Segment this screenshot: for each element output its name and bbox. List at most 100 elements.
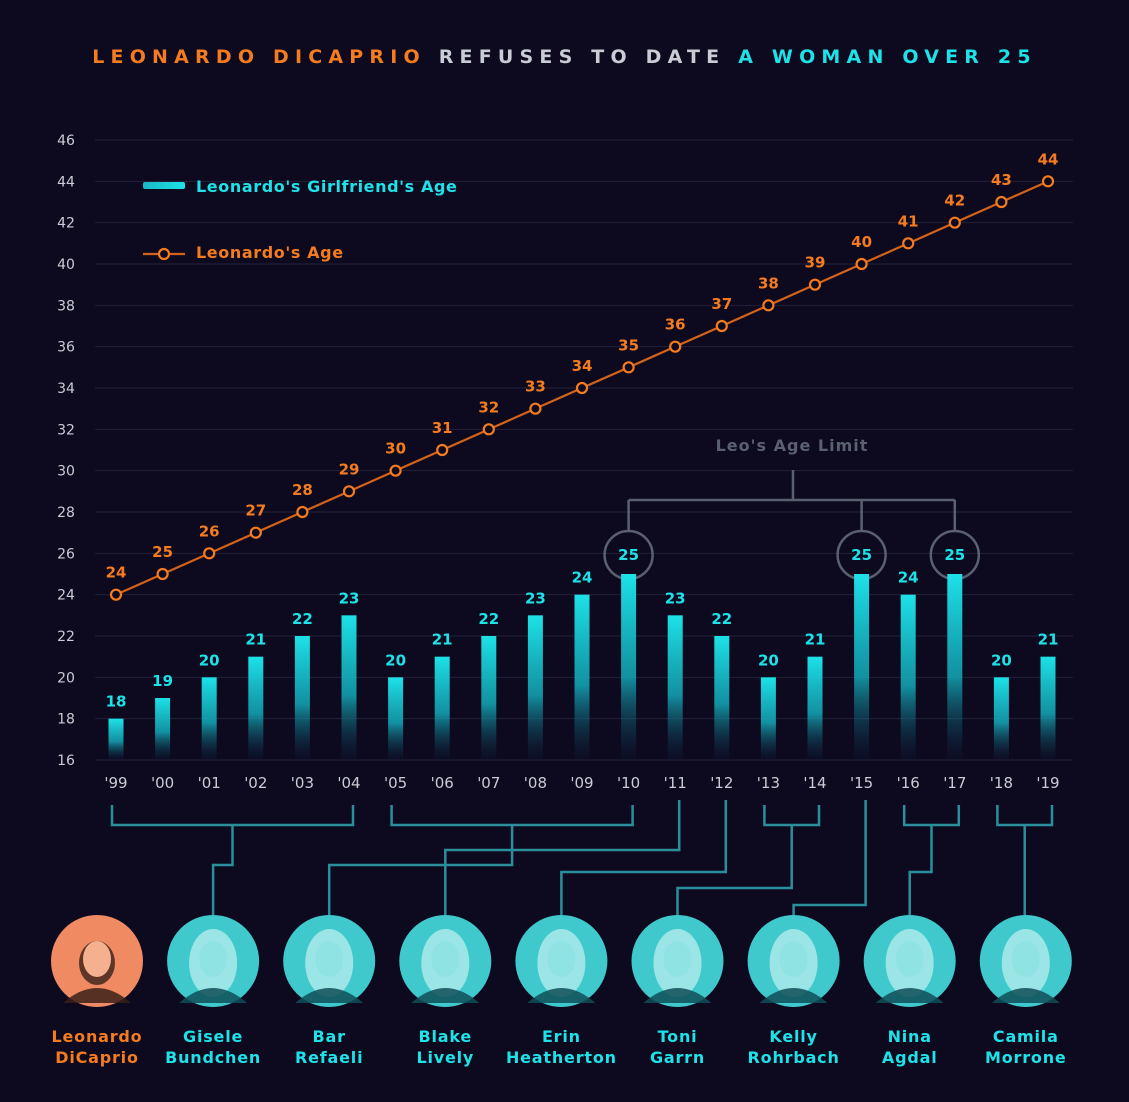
connector-bracket [902,805,961,827]
avatar-shoulders [875,988,944,1003]
line-data-label: 29 [339,460,360,478]
y-tick-label: 40 [57,257,75,273]
connector-bracket [110,805,355,827]
avatar-face [83,941,111,977]
bar-data-label: 24 [572,569,593,587]
person-first-name: Erin [542,1027,581,1046]
age-limit-label: Leo's Age Limit [716,436,869,455]
person-last-name: Bundchen [165,1048,261,1067]
line-point [436,443,449,457]
bar-data-label: 22 [292,610,313,628]
line-data-label: 36 [665,316,686,334]
connector-bracket [996,805,1054,827]
person-last-name: Morrone [985,1048,1067,1067]
person-last-name: Heatherton [506,1048,617,1067]
avatar-blake: Blake Lively [399,915,492,1067]
age-limit-annotation: Leo's Age Limit [603,436,981,581]
chart-legend: Leonardo's Girlfriend's Age Leonardo's Ag… [143,177,457,262]
x-tick-label: '03 [291,774,314,792]
line-point [342,485,356,498]
avatar-face [895,941,924,977]
x-tick-label: '05 [384,774,407,792]
leonardo-age-line: 24 25 26 27 28 29 30 31 32 33 34 35 36 37 38 39 40 41 42 43… [106,150,1059,601]
bar [434,656,450,760]
avatar-face [663,941,692,977]
legend-line-label: Leonardo's Age [196,243,344,262]
avatar-shoulders [759,988,828,1003]
x-axis-ticks: '99 '00 '01 '02 '03 '04 '05 '06 '07 '08 '09 '10 '11 '… [104,774,1059,792]
avatar-bar: Bar Refaeli [283,915,376,1067]
avatar-face [199,941,228,977]
x-tick-label: '10 [617,774,640,792]
x-tick-label: '02 [244,774,267,792]
person-last-name: Refaeli [295,1048,363,1067]
avatar-toni: Toni Garrn [631,915,724,1067]
bar-data-label: 25 [618,546,639,564]
avatar-shoulders [295,988,364,1003]
connector-drop [327,825,514,915]
title-part-middle: REFUSES TO DATE [438,46,726,68]
x-tick-label: '19 [1036,774,1059,792]
line-data-label: 28 [292,481,313,499]
line-point [762,299,775,312]
person-first-name: Camila [993,1027,1059,1046]
bar [248,656,264,760]
bar [155,698,171,760]
x-tick-label: '09 [570,774,593,792]
x-tick-label: '07 [477,774,500,792]
line-data-label: 37 [711,295,732,313]
bar [108,718,124,760]
bar [714,636,730,760]
avatar-shoulders [643,988,712,1003]
line-point [902,237,915,250]
person-last-name: Lively [416,1048,474,1067]
y-tick-label: 36 [57,340,75,356]
bar [388,677,404,760]
x-tick-label: '06 [431,774,454,792]
avatar-leonardo: Leonardo DiCaprio [51,915,143,1067]
line-point [156,567,169,581]
line-point [715,319,728,333]
line-point [109,588,123,601]
bar [621,574,637,760]
y-axis-ticks: 16 18 20 22 24 26 28 30 32 34 36 38 40 42 44 46 [57,133,75,769]
bar [574,594,590,760]
avatar-face [779,941,808,977]
y-tick-label: 24 [57,588,75,604]
y-tick-label: 42 [57,216,75,232]
x-tick-label: '15 [850,774,873,792]
line-data-label: 30 [385,440,406,458]
avatar-gisele: Gisele Bundchen [165,915,261,1067]
y-tick-label: 16 [57,753,75,769]
line-point [948,216,961,229]
bar [294,636,310,760]
timeline-connectors [110,800,1054,915]
people-row: Leonardo DiCaprio Gisele Bundchen Bar Refaeli… [51,915,1072,1067]
line-data-label: 25 [152,543,173,561]
bar-data-label: 20 [199,651,220,669]
person-last-name: Garrn [650,1048,705,1067]
bar [481,636,497,760]
line-data-label: 41 [898,212,919,230]
bar-data-label: 20 [758,651,779,669]
bar-data-label: 22 [478,610,499,628]
y-tick-label: 32 [57,422,75,438]
avatar-erin: Erin Heatherton [506,915,617,1067]
person-last-name: Rohrbach [748,1048,840,1067]
bar [341,615,357,760]
line-data-label: 31 [432,419,453,437]
title-part-name: LEONARDO DICAPRIO [92,46,426,68]
avatar-nina: Nina Agdal [863,915,956,1067]
avatar-face [431,941,460,977]
bar [1040,656,1056,760]
bar [201,677,217,760]
avatar-face [1011,941,1040,977]
connector-line [444,800,681,915]
person-first-name: Bar [313,1027,346,1046]
y-tick-label: 30 [57,464,75,480]
line-data-label: 44 [1038,150,1059,168]
x-tick-label: '16 [897,774,920,792]
connector-drop [908,825,933,915]
person-first-name: Blake [419,1027,473,1046]
